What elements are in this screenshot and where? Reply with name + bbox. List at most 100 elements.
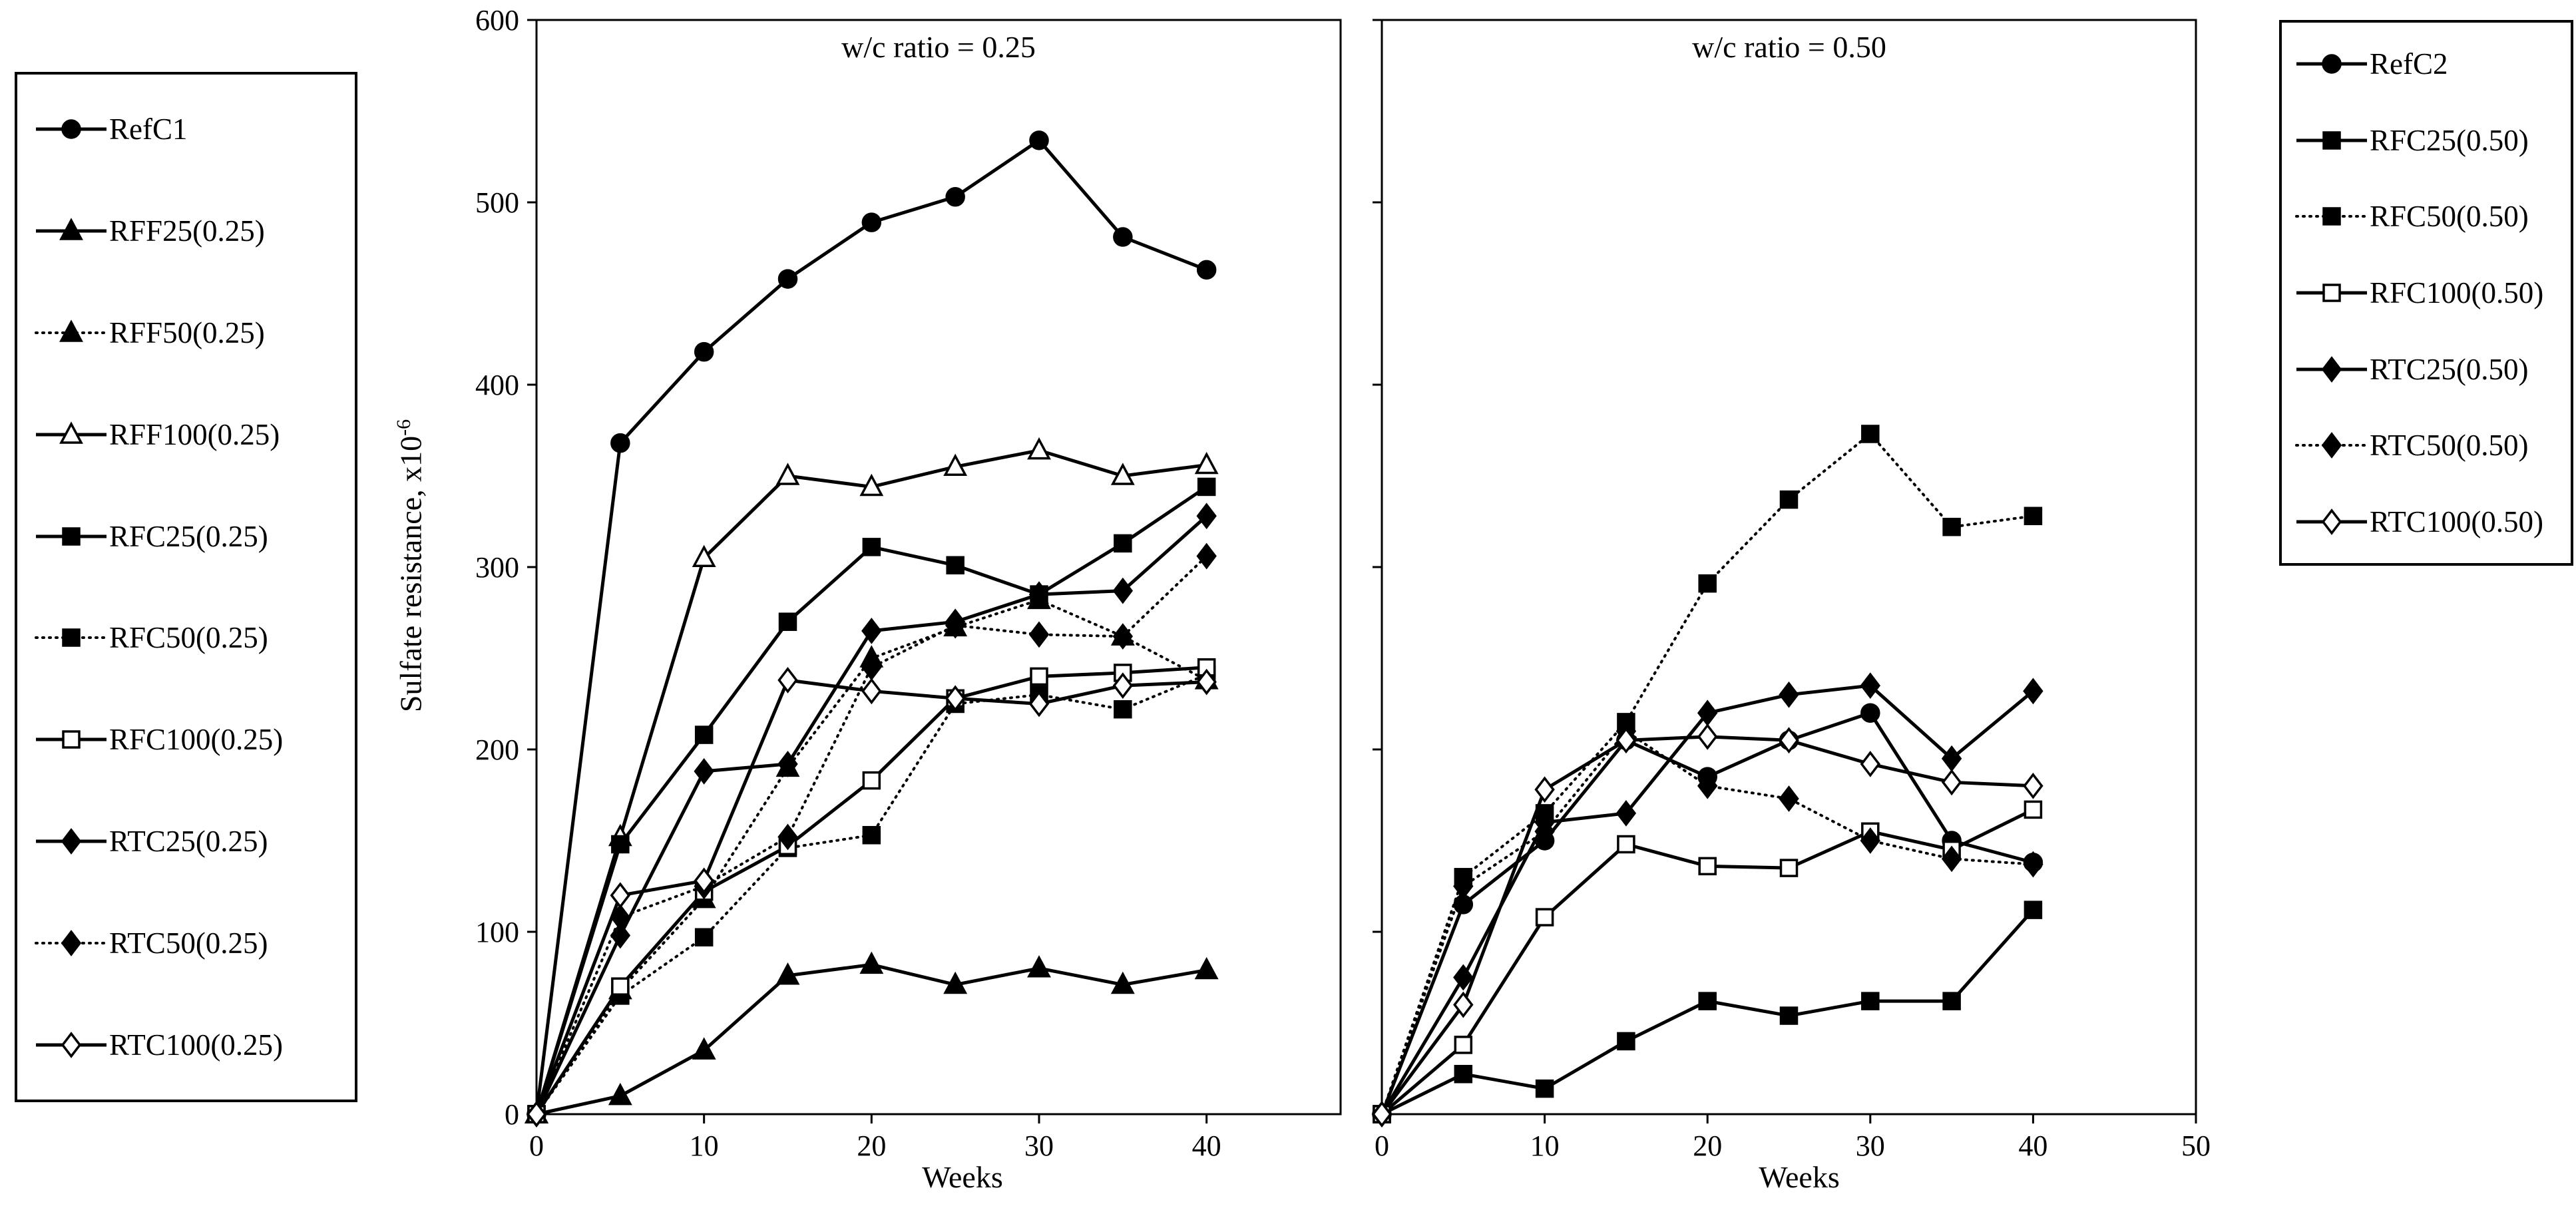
y-tick-label: 100 — [475, 916, 519, 948]
RFC50(0.25)-line — [535, 673, 1208, 1116]
RFF25(0.25)-marker — [859, 951, 884, 974]
RTC50(0.50)-marker — [1697, 772, 1718, 799]
RTC100(0.25)-marker — [1112, 672, 1134, 699]
RFC100(0.50)-marker — [1454, 1036, 1473, 1054]
square-filled-marker-sample — [2295, 207, 2368, 226]
RFF100(0.25)-marker — [1027, 437, 1051, 460]
legend-label: RTC100(0.25) — [109, 1028, 284, 1062]
RTC25(0.25)-marker — [61, 828, 82, 855]
RFF25(0.25)-marker — [692, 1037, 716, 1060]
RFC100(0.50)-marker — [2322, 284, 2341, 302]
plot-border — [535, 19, 1342, 1116]
RFC100(0.50)-marker — [1535, 908, 1554, 926]
RTC25(0.50)-marker — [2023, 678, 2043, 705]
RFC25(0.50)-marker — [1698, 992, 1717, 1010]
RTC50(0.50)-marker — [1779, 785, 1799, 812]
RFC100(0.50)-marker — [1698, 857, 1717, 876]
RFC100(0.50)-marker — [2024, 800, 2043, 819]
RFF100(0.25)-marker — [943, 453, 968, 477]
chart-title-right: w/c ratio = 0.50 — [1692, 30, 1886, 64]
RFC25(0.50)-marker — [1942, 992, 1961, 1010]
RFF25(0.25)-marker — [608, 1082, 632, 1106]
x-tick-label: 10 — [690, 1129, 719, 1162]
RFC25(0.50)-marker — [2322, 130, 2341, 150]
legend-label: RFF100(0.25) — [109, 417, 280, 451]
x-tick-label: 0 — [529, 1129, 544, 1162]
RTC25(0.50)-marker — [2321, 355, 2342, 383]
x-tick-label: 50 — [2181, 1129, 2211, 1162]
x-tick-label: 20 — [857, 1129, 886, 1162]
legend-label: RTC100(0.50) — [2370, 505, 2544, 538]
RFF25(0.25)-marker — [943, 971, 968, 994]
RFC25(0.50)-marker — [1861, 992, 1880, 1010]
legend-label: RFC100(0.25) — [109, 723, 284, 757]
diamond-filled-marker-sample — [2295, 432, 2368, 459]
x-tick-label: 40 — [1192, 1129, 1221, 1162]
RFC25(0.25)-marker — [62, 526, 81, 546]
RTC50(0.25)-marker — [61, 930, 82, 956]
RTC50(0.50)-marker — [1941, 845, 1962, 873]
RTC50(0.25)-marker — [777, 823, 798, 851]
RTC100(0.25)-line — [535, 678, 1207, 1115]
RTC100(0.50)-marker — [1941, 769, 1962, 796]
RTC25(0.50)-marker — [1779, 681, 1799, 708]
square-filled-marker-sample — [36, 526, 107, 546]
y-axis-label: Sulfate resistance, x10-6 — [393, 266, 433, 865]
RTC25(0.25)-marker — [777, 751, 798, 777]
chart-title-left: w/c ratio = 0.25 — [841, 30, 1036, 64]
RFC25(0.25)-marker — [694, 725, 714, 744]
legend-item-RFF25(0.25): RFF25(0.25) — [35, 214, 349, 248]
RFC50(0.25)-marker — [1114, 700, 1132, 719]
RFF25(0.25)-marker — [1027, 955, 1051, 978]
RFF25(0.25)-line — [536, 962, 1207, 1116]
RTC25(0.25)-marker — [610, 922, 631, 949]
square-open-marker-sample — [36, 730, 107, 749]
y-tick-label: 400 — [475, 369, 519, 401]
legend-left: RefC1 RFF25(0.25) RFF50(0.25) RFF100(0.25) R… — [15, 72, 357, 1102]
circle-filled-marker-sample — [36, 119, 107, 139]
legend-label: RFF25(0.25) — [109, 214, 265, 248]
chart-wc-025: 0 100 200 300 400 500 600 0 10 20 30 40 — [475, 4, 1342, 1162]
y-tick-label: 0 — [505, 1098, 519, 1131]
RFF100(0.25)-marker — [775, 463, 800, 485]
RefC1-marker — [61, 119, 81, 139]
legend-label: RTC25(0.50) — [2370, 352, 2529, 386]
RFC25(0.50)-marker — [1779, 1006, 1799, 1025]
RTC50(0.25)-marker — [610, 904, 631, 930]
RTC25(0.25)-marker — [861, 618, 882, 644]
x-tick-label: 20 — [1693, 1129, 1722, 1162]
RTC50(0.50)-marker — [1860, 827, 1881, 854]
RFC100(0.25)-marker — [862, 771, 881, 790]
RFC50(0.25)-marker — [62, 628, 81, 648]
RFC25(0.50)-marker — [1454, 1064, 1473, 1084]
diamond-filled-marker-sample — [36, 828, 107, 855]
square-filled-marker-sample — [2296, 130, 2367, 150]
legend-item-RTC100(0.25): RTC100(0.25) — [35, 1028, 349, 1062]
RFC25(0.25)-marker — [862, 538, 881, 556]
legend-item-RefC1: RefC1 — [35, 112, 349, 146]
RefC1-marker — [861, 212, 882, 232]
RTC100(0.50)-marker — [1779, 727, 1799, 754]
RTC50(0.50)-marker — [2321, 432, 2342, 459]
legend-item-RTC50(0.25): RTC50(0.25) — [35, 926, 349, 960]
RTC100(0.25)-marker — [526, 1101, 547, 1127]
legend-item-RTC100(0.50): RTC100(0.50) — [2295, 505, 2567, 539]
legend-label: RTC25(0.25) — [109, 825, 268, 859]
x-axis-label-right: Weeks — [1759, 1160, 1840, 1194]
RTC50(0.25)-marker — [945, 612, 966, 639]
RFC100(0.50)-marker — [1617, 835, 1635, 854]
diamond-open-marker-sample — [36, 1031, 107, 1058]
RFF100(0.25)-marker — [1110, 463, 1135, 485]
RFC50(0.50)-marker — [1861, 425, 1880, 443]
circle-filled-marker-sample — [2296, 54, 2367, 74]
RFC25(0.25)-line — [535, 485, 1208, 1115]
RFC50(0.50)-marker — [1698, 574, 1717, 593]
x-tick-label: 30 — [1024, 1129, 1054, 1162]
RTC50(0.50)-marker — [1534, 818, 1555, 845]
RFC50(0.50)-line — [1381, 432, 2035, 1116]
RTC25(0.50)-marker — [1941, 745, 1962, 772]
legend-item-RFF100(0.25): RFF100(0.25) — [35, 417, 349, 452]
RTC100(0.50)-marker — [1534, 776, 1555, 803]
RFC50(0.25)-marker — [694, 928, 714, 946]
RTC25(0.50)-marker — [1860, 672, 1881, 699]
